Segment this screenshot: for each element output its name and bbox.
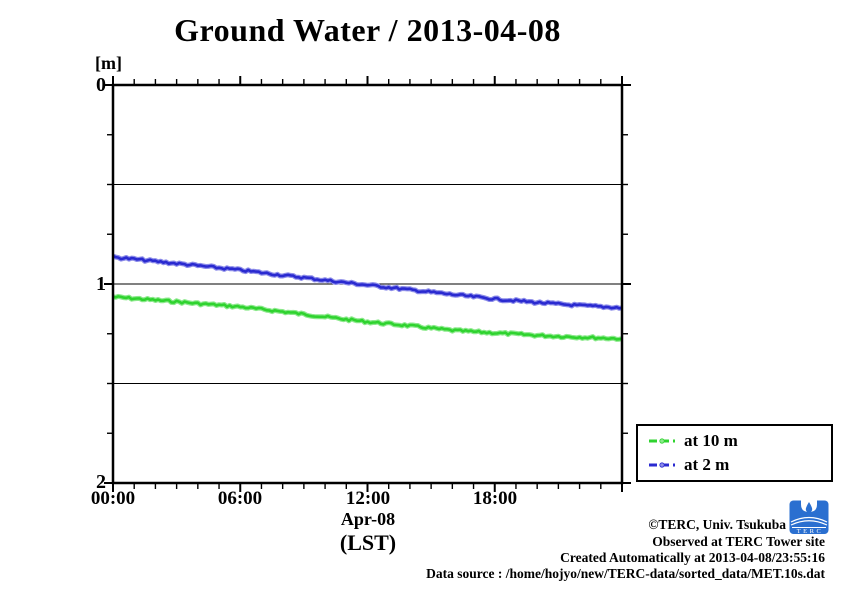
axis-ticks [104,76,631,492]
legend-marker-blue-dashed-line-icon [649,462,675,468]
credit-data-source: Data source : /home/hojyo/new/TERC-data/… [426,566,825,581]
series-line-at-10-m [112,295,623,341]
x-tick-label-0000: 00:00 [90,488,136,509]
legend-marker-green-dashed-line-icon [649,438,675,444]
terc-logo-icon: TERC [789,499,829,535]
credit-copyright: ©TERC, Univ. Tsukuba [648,517,786,532]
x-axis-date-label: Apr-08 [340,509,396,529]
series-lines [112,253,623,342]
series-line-at-2-m [112,254,623,310]
legend-item-at-10m: at 10 m [648,431,831,451]
y-tick-label-2: 2 [96,471,106,493]
legend-label-at-10m: at 10 m [684,430,738,450]
x-tick-label-0600: 06:00 [217,488,263,509]
legend-item-at-2m: at 2 m [648,455,831,475]
x-tick-label-1800: 18:00 [472,488,518,509]
credit-observed-at: Observed at TERC Tower site [652,534,825,549]
x-axis-timezone-label: (LST) [339,530,397,555]
credit-created-at: Created Automatically at 2013-04-08/23:5… [560,550,825,565]
legend-label-at-2m: at 2 m [684,455,730,475]
chart-title: Ground Water / 2013-04-08 [174,12,561,48]
y-axis-unit-label: [m] [95,53,122,73]
x-tick-label-1200: 12:00 [345,488,391,509]
y-tick-label-0: 0 [96,74,106,96]
legend: at 10 m at 2 m [636,424,833,482]
y-tick-label-1: 1 [96,273,106,295]
terc-logo-text: TERC [797,528,824,535]
plot-border [111,83,624,485]
